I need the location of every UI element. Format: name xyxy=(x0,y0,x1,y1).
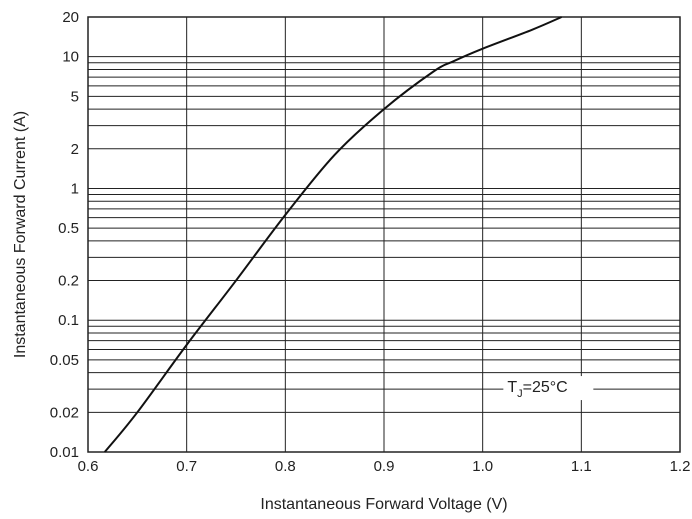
annotation-tail: =25°C xyxy=(523,379,568,396)
x-tick-label: 1.2 xyxy=(670,458,691,475)
y-tick-labels: 0.01 0.02 0.05 0.1 0.2 0.5 1 2 5 10 20 xyxy=(50,9,79,461)
temperature-annotation: TJ=25°C xyxy=(507,379,567,400)
y-tick-label: 0.2 xyxy=(58,273,79,290)
y-tick-label: 0.1 xyxy=(58,312,79,329)
x-tick-label: 0.9 xyxy=(374,458,395,475)
x-tick-label: 0.8 xyxy=(275,458,296,475)
y-tick-label: 0.5 xyxy=(58,220,79,237)
y-tick-label: 0.02 xyxy=(50,404,79,421)
annotation-subscript: J xyxy=(517,388,523,400)
x-tick-label: 0.6 xyxy=(78,458,99,475)
y-tick-label: 2 xyxy=(71,141,79,158)
series-layer xyxy=(103,16,562,453)
annotation-main: T xyxy=(507,379,517,396)
annotation-background xyxy=(503,376,594,401)
y-tick-label: 5 xyxy=(71,88,79,105)
y-tick-label: 0.01 xyxy=(50,444,79,461)
x-tick-label: 1.1 xyxy=(571,458,592,475)
y-tick-label: 10 xyxy=(62,49,79,66)
plot-frame xyxy=(87,16,681,453)
y-tick-label: 20 xyxy=(62,9,79,26)
y-axis-label: Instantaneous Forward Current (A) xyxy=(12,111,29,358)
x-tick-labels: 0.6 0.7 0.8 0.9 1.0 1.1 1.2 xyxy=(78,458,691,475)
x-tick-label: 0.7 xyxy=(176,458,197,475)
x-tick-label: 1.0 xyxy=(472,458,493,475)
y-tick-label: 0.05 xyxy=(50,352,79,369)
grid xyxy=(87,16,681,453)
y-tick-label: 1 xyxy=(71,180,79,197)
series-line xyxy=(103,16,562,453)
x-axis-label: Instantaneous Forward Voltage (V) xyxy=(260,496,507,513)
